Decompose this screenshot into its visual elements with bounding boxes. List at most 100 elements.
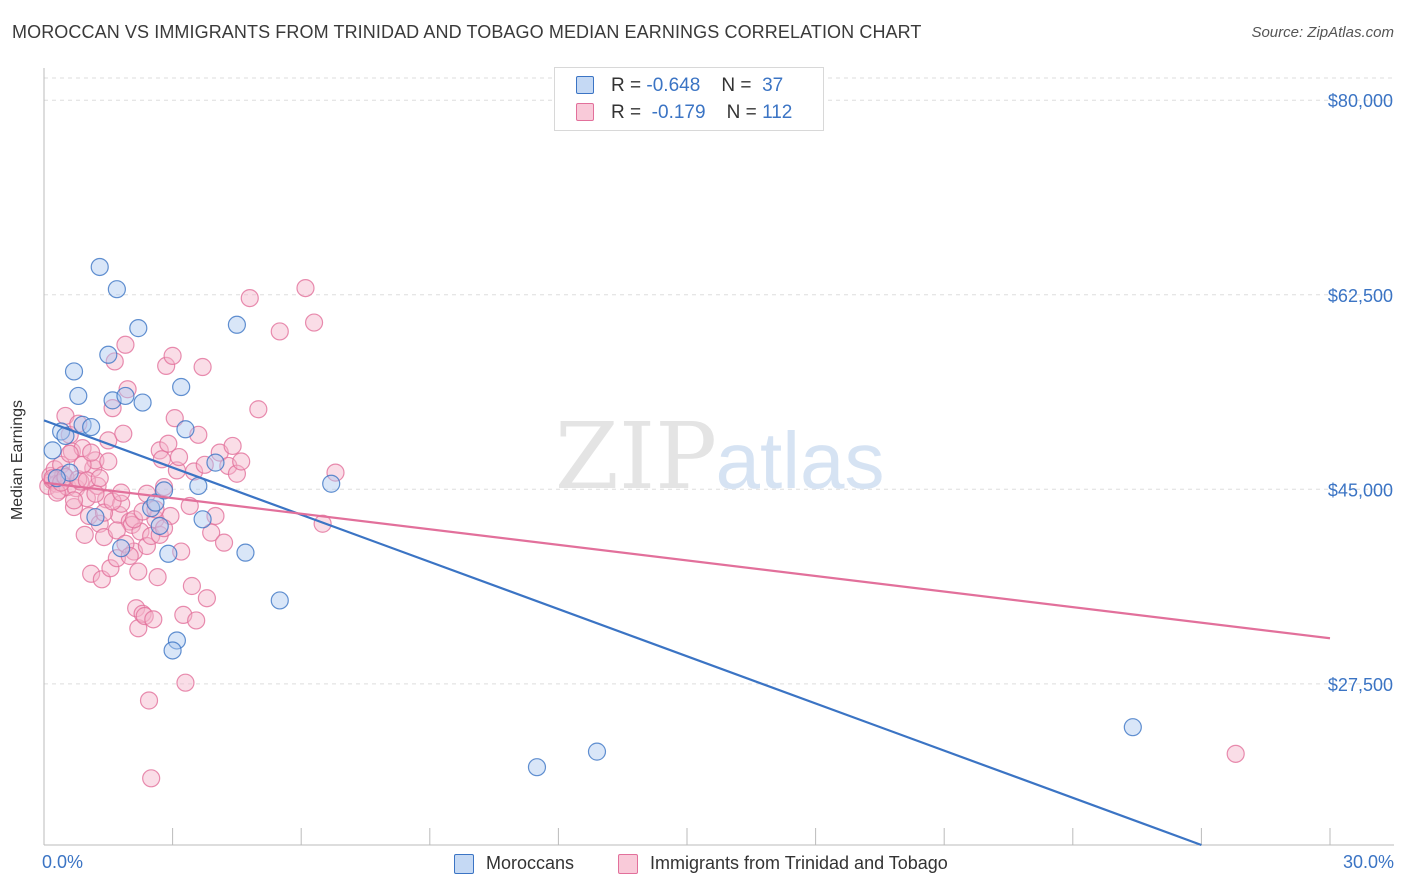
trinidad-point	[64, 497, 84, 517]
y-tick-label: $27,500	[1328, 675, 1393, 695]
moroccans-point	[270, 591, 289, 610]
watermark-atlas: atlas	[716, 416, 885, 505]
trinidad-trend-line	[43, 481, 1331, 640]
pink-n-label: N =	[726, 102, 757, 123]
moroccans-point	[172, 377, 191, 397]
trinidad-point	[64, 491, 84, 510]
trinidad-point	[82, 564, 101, 583]
y-axis-label: Median Earnings	[9, 399, 26, 521]
blue-r-value: -0.648	[646, 75, 701, 96]
y-tick-label: $45,000	[1328, 480, 1393, 500]
trinidad-point	[137, 536, 156, 556]
trinidad-point	[116, 335, 135, 354]
moroccans-point	[116, 386, 135, 406]
pink-series-points	[39, 278, 1245, 788]
moroccans-trend-line	[43, 419, 1202, 847]
trinidad-point	[101, 559, 120, 578]
trinidad-point	[105, 352, 124, 371]
watermark-zip: ZIP	[555, 403, 717, 510]
axes	[43, 68, 1394, 846]
trinidad-point	[114, 424, 133, 443]
moroccans-point	[64, 362, 84, 381]
trinidad-point	[304, 313, 324, 332]
moroccans-point	[322, 474, 341, 493]
trinidad-point	[195, 455, 214, 474]
moroccans-point	[99, 345, 118, 364]
trinidad-point	[197, 589, 216, 608]
moroccans-point	[176, 420, 195, 439]
moroccans-point	[1123, 718, 1142, 737]
trinidad-point	[176, 673, 195, 692]
trinidad-point	[75, 525, 94, 544]
trinidad-point	[249, 400, 268, 419]
trinidad-point	[193, 357, 212, 377]
moroccans-point	[107, 280, 126, 299]
x-tick-min: 0.0%	[42, 852, 84, 872]
trinidad-legend-icon	[618, 854, 638, 874]
trinidad-point	[139, 691, 159, 710]
moroccans-point	[236, 543, 255, 562]
moroccans-legend-icon	[454, 854, 474, 874]
moroccans-point	[527, 758, 547, 777]
moroccans-point	[227, 315, 246, 334]
x-tick-max: 30.0%	[1342, 852, 1394, 872]
legend-label-moroccans: Moroccans	[486, 853, 575, 873]
moroccans-point	[90, 257, 109, 277]
blue-n-value: 37	[762, 75, 784, 96]
trinidad-point	[182, 576, 201, 596]
trinidad-point	[214, 533, 234, 552]
moroccans-point	[150, 516, 169, 536]
y-tick-label: $80,000	[1328, 91, 1393, 111]
moroccans-point	[587, 742, 607, 761]
moroccans-point	[167, 631, 186, 650]
trinidad-point	[157, 356, 176, 376]
moroccans-point	[206, 453, 225, 472]
y-tick-labels: $27,500 $45,000 $62,500 $80,000	[1328, 91, 1393, 695]
source-label: Source: ZipAtlas.com	[1251, 24, 1394, 41]
pink-swatch-icon	[576, 103, 594, 121]
moroccans-point	[86, 507, 105, 527]
blue-series-points	[43, 257, 1142, 777]
trinidad-point	[107, 521, 126, 540]
stats-box: R = -0.648 N = 37 R = -0.179 N = 112	[554, 67, 824, 131]
pink-r-value: -0.179	[651, 102, 706, 123]
moroccans-point	[47, 469, 66, 488]
trinidad-point	[232, 452, 251, 471]
moroccans-point	[129, 319, 148, 338]
trinidad-point	[148, 568, 167, 587]
trend-lines	[43, 419, 1331, 847]
trinidad-point	[60, 444, 79, 463]
moroccans-point	[193, 510, 212, 529]
blue-swatch-icon	[576, 76, 594, 94]
trinidad-point	[202, 523, 221, 542]
y-tick-label: $62,500	[1328, 286, 1393, 306]
trinidad-point	[90, 469, 109, 488]
moroccans-point	[163, 641, 182, 660]
grid-lines	[44, 77, 1394, 685]
blue-r-label: R =	[611, 75, 642, 96]
moroccans-point	[43, 441, 62, 460]
watermark: ZIP atlas	[555, 403, 885, 510]
trinidad-point	[144, 610, 163, 629]
trinidad-point	[82, 443, 101, 462]
moroccans-point	[112, 539, 131, 558]
trinidad-point	[326, 463, 345, 482]
chart-title: MOROCCAN VS IMMIGRANTS FROM TRINIDAD AND…	[12, 22, 922, 42]
trinidad-point	[99, 452, 118, 471]
blue-n-label: N =	[721, 75, 752, 96]
moroccans-point	[133, 393, 152, 412]
trinidad-point	[159, 434, 178, 453]
legend-label-trinidad: Immigrants from Trinidad and Tobago	[650, 853, 948, 873]
trinidad-point	[118, 380, 137, 399]
pink-n-value: 112	[762, 102, 793, 123]
trinidad-point	[142, 769, 161, 788]
trinidad-point	[240, 288, 259, 308]
trinidad-point	[223, 436, 242, 456]
trinidad-point	[296, 278, 315, 298]
trinidad-point	[169, 447, 189, 467]
moroccans-point	[69, 386, 88, 406]
moroccans-point	[154, 481, 174, 500]
trinidad-point	[187, 611, 206, 630]
trinidad-point	[165, 409, 184, 428]
moroccans-point	[159, 544, 178, 563]
